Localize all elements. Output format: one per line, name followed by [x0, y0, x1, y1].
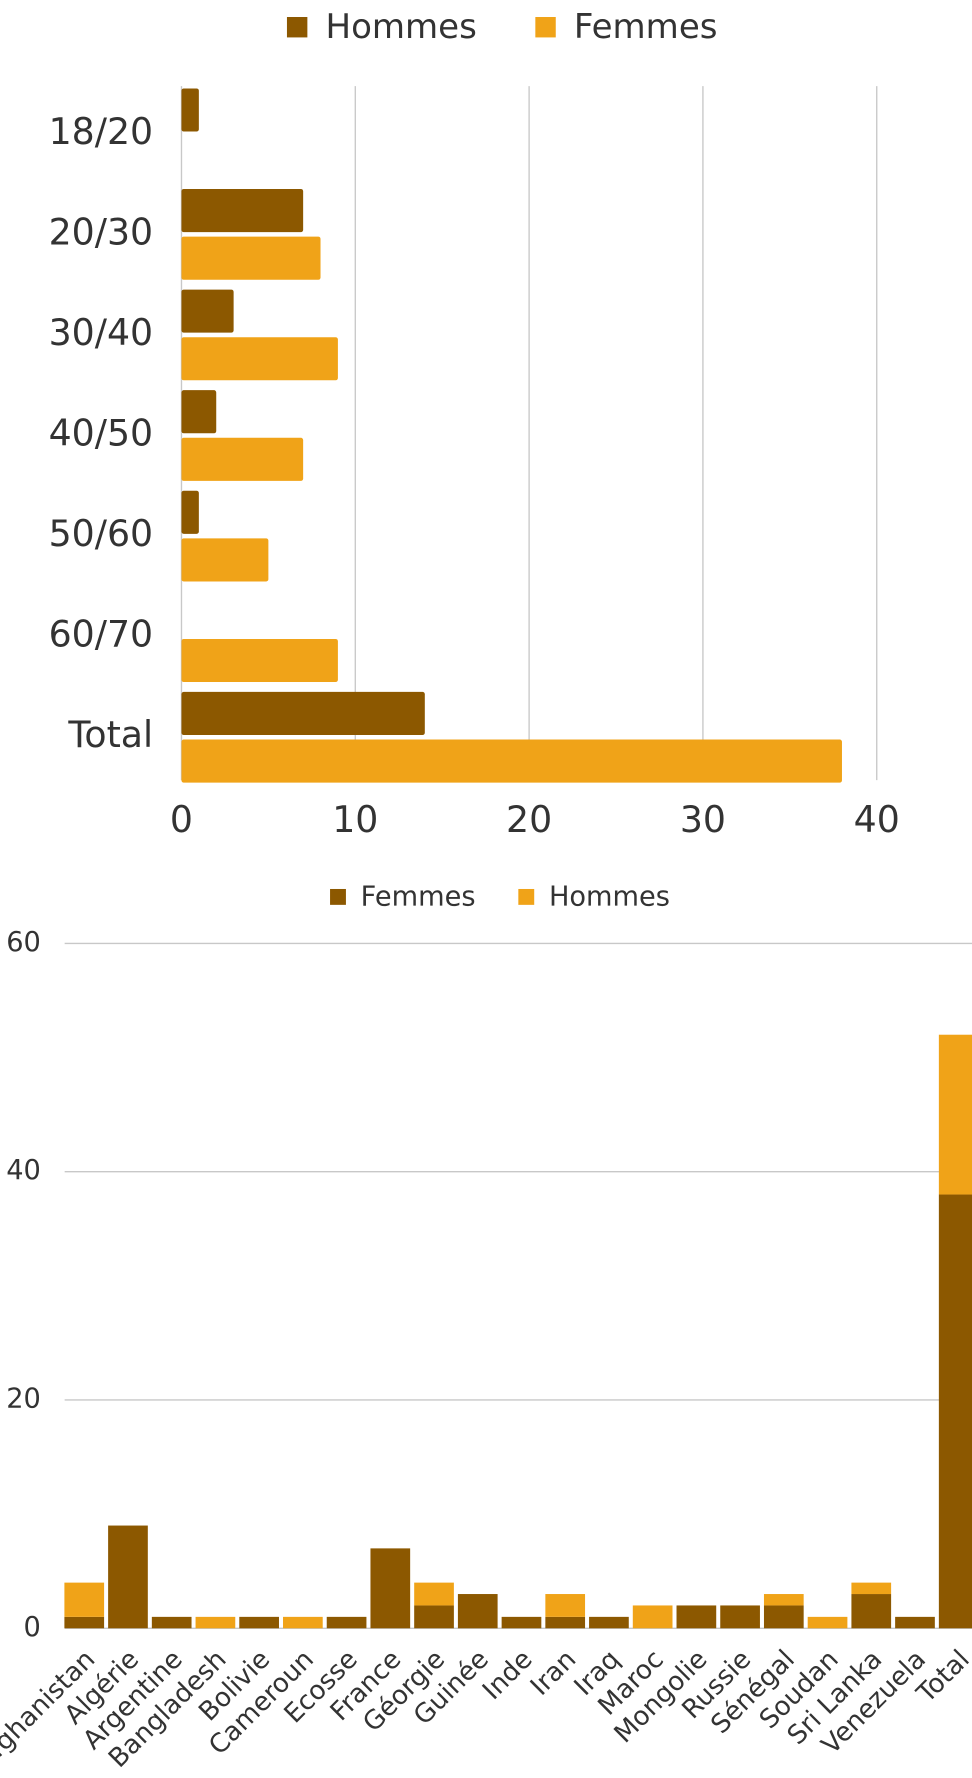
bar-segment	[851, 1582, 892, 1595]
bar-segment	[195, 1616, 236, 1629]
legend-label: Femmes	[361, 882, 476, 913]
bar-segment	[108, 1525, 148, 1629]
bar	[181, 88, 199, 132]
y-tick-label: 40/50	[49, 412, 154, 455]
bar-segment	[938, 1034, 972, 1195]
x-tick-label: 30	[680, 798, 726, 841]
y-tick-label: 50/60	[49, 512, 154, 555]
y-tick-label: 20/30	[49, 210, 154, 253]
legend-swatch	[286, 17, 308, 38]
legend-swatch	[518, 888, 535, 905]
bar-segment	[807, 1616, 848, 1629]
x-tick-label: 10	[332, 798, 378, 841]
legend-label: Femmes	[574, 7, 718, 47]
legend-label: Hommes	[549, 882, 670, 913]
bar-segment	[414, 1605, 454, 1629]
y-tick-label: 0	[24, 1612, 41, 1643]
bar-segment	[589, 1616, 629, 1629]
x-tick-label: 0	[170, 798, 193, 841]
bar	[181, 189, 304, 233]
bar-segment	[151, 1616, 192, 1629]
bar-segment	[414, 1582, 454, 1606]
y-tick-label: 40	[6, 1155, 41, 1186]
bar	[181, 691, 425, 735]
bar	[181, 437, 304, 481]
bar-segment	[545, 1616, 586, 1629]
bar-segment	[720, 1605, 760, 1629]
y-tick-label: 60	[6, 927, 41, 958]
bar	[181, 739, 842, 783]
bar-segment	[239, 1616, 279, 1629]
bar-segment	[501, 1616, 542, 1629]
legend-swatch	[535, 17, 556, 38]
x-tick-label: 40	[854, 798, 900, 841]
bar-segment	[64, 1616, 105, 1629]
bar-segment	[457, 1594, 498, 1629]
y-tick-label: 60/70	[49, 613, 154, 656]
bar	[181, 638, 338, 683]
bar-segment	[632, 1605, 673, 1629]
bar-segment	[545, 1594, 586, 1617]
bar-segment	[370, 1548, 411, 1629]
bar-segment	[763, 1594, 804, 1606]
legend-swatch	[330, 888, 346, 905]
bar	[181, 289, 234, 333]
x-tick-label: 20	[506, 798, 552, 841]
legend-label: Hommes	[326, 7, 477, 47]
bar-segment	[676, 1605, 717, 1629]
y-tick-label: 20	[6, 1383, 41, 1414]
bar-segment	[763, 1605, 804, 1629]
charts: Hommes Femmes 0 10 20 30 40 18/20 20/30 30/40 40/5…	[0, 7, 972, 1776]
bar	[181, 490, 199, 534]
bar	[181, 538, 269, 582]
y-tick-label: 30/40	[49, 311, 154, 354]
bar	[181, 337, 338, 381]
x-tick-label: Iran	[525, 1645, 582, 1702]
bar-segment	[851, 1594, 892, 1629]
bar-segment	[326, 1616, 367, 1629]
bar-segment	[938, 1194, 972, 1629]
bar	[181, 390, 217, 434]
bar-segment	[283, 1616, 323, 1629]
y-tick-label: Total	[67, 713, 153, 756]
y-tick-label: 18/20	[49, 110, 154, 153]
bar-segment	[64, 1582, 105, 1617]
bar-segment	[895, 1616, 935, 1629]
bar	[181, 236, 321, 280]
